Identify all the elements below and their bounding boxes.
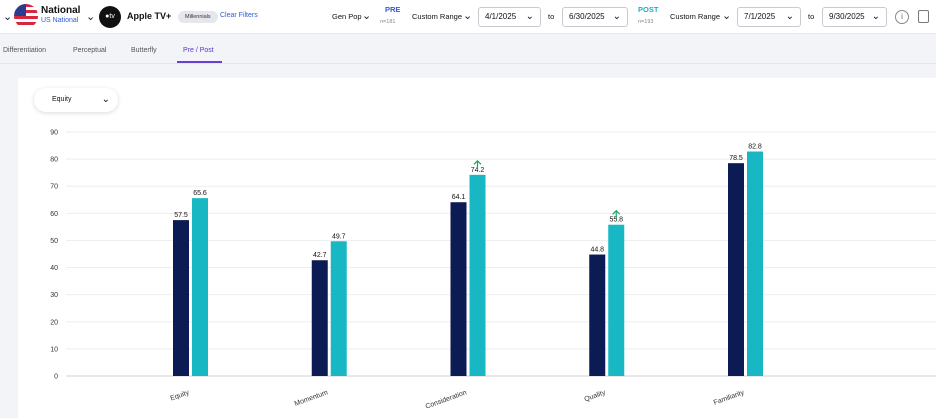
chevron-down-icon: ⌄ [525, 11, 534, 22]
brand-name[interactable]: Apple TV+ [127, 11, 172, 21]
population-select[interactable]: Gen Pop [332, 12, 362, 21]
region-name: National [41, 5, 81, 16]
pre-label: PRE [385, 5, 401, 14]
metric-dropdown[interactable]: Equity ⌄ [34, 88, 118, 112]
tab-butterfly[interactable]: Butterfly [131, 47, 157, 54]
pre-range-chevron-icon[interactable]: ⌄ [463, 10, 473, 22]
post-to-label: to [808, 12, 815, 21]
post-label: POST [638, 5, 659, 14]
pre-range-type[interactable]: Custom Range [412, 12, 463, 21]
pre-end-date[interactable]: 6/30/2025 ⌄ [562, 7, 628, 27]
tab-differentiation[interactable]: Differentiation [3, 47, 47, 54]
chevron-down-icon: ⌄ [101, 94, 110, 105]
post-range-chevron-icon[interactable]: ⌄ [722, 10, 732, 22]
clear-filters-link[interactable]: Clear Filters [220, 12, 258, 19]
tab-pre-post[interactable]: Pre / Post [183, 47, 214, 54]
region-subtitle: US National [41, 17, 79, 24]
post-sample-size: n=193 [638, 19, 654, 25]
segment-chip[interactable]: Millennials [178, 11, 218, 23]
population-chevron-icon[interactable]: ⌄ [362, 10, 372, 22]
info-icon[interactable]: i [895, 10, 909, 24]
chart-panel [18, 78, 936, 418]
region-chevron-icon[interactable]: ⌄ [3, 11, 13, 23]
tab-bar: Differentiation Perceptual Butterfly Pre… [0, 34, 936, 64]
apple-tv-logo-icon: ●tv [99, 6, 121, 28]
post-end-date[interactable]: 9/30/2025 ⌄ [822, 7, 887, 27]
chevron-down-icon: ⌄ [612, 11, 621, 22]
pre-start-date[interactable]: 4/1/2025 ⌄ [478, 7, 541, 27]
pre-to-label: to [548, 12, 555, 21]
pre-sample-size: n=181 [380, 19, 396, 25]
post-range-type[interactable]: Custom Range [670, 12, 721, 21]
metric-dropdown-value: Equity [52, 96, 72, 103]
post-start-date[interactable]: 7/1/2025 ⌄ [737, 7, 801, 27]
export-icon[interactable] [918, 10, 929, 23]
tab-perceptual[interactable]: Perceptual [73, 47, 107, 54]
brand-chevron-icon[interactable]: ⌄ [86, 11, 96, 23]
active-tab-indicator [177, 61, 222, 63]
chevron-down-icon: ⌄ [785, 11, 794, 22]
chevron-down-icon: ⌄ [871, 11, 880, 22]
top-filter-bar: ⌄ National US National ⌄ ●tv Apple TV+ M… [0, 0, 936, 34]
us-flag-icon [14, 4, 38, 28]
